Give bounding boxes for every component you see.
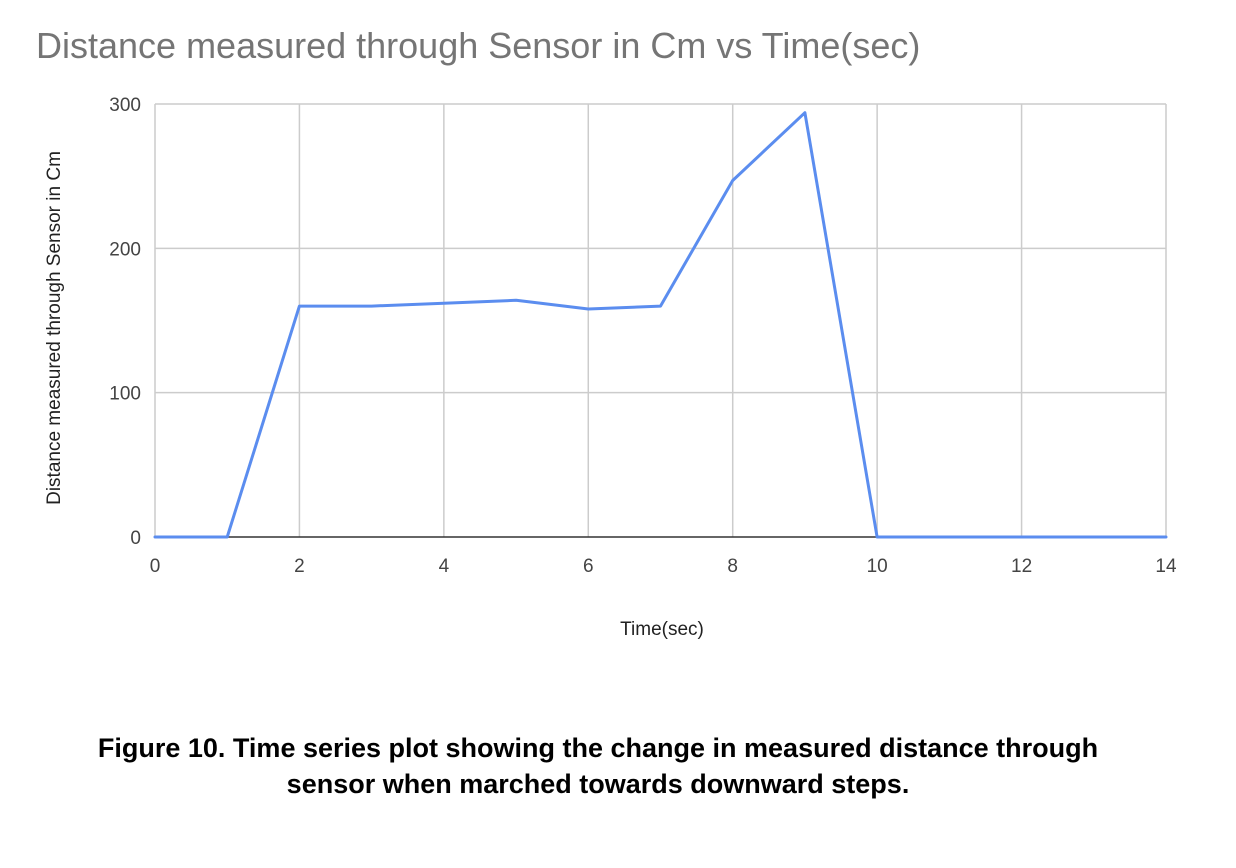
- figure-caption: Figure 10. Time series plot showing the …: [0, 730, 1196, 802]
- y-tick-label: 300: [109, 95, 141, 116]
- y-tick-label: 0: [130, 528, 141, 549]
- series: [153, 111, 1168, 539]
- x-tick-label: 12: [1011, 556, 1032, 577]
- x-tick-label: 8: [727, 556, 738, 577]
- y-axis-label: Distance measured through Sensor in Cm: [44, 151, 65, 505]
- x-tick-label: 14: [1155, 556, 1177, 577]
- grid: [154, 103, 1167, 538]
- x-axis-label: Time(sec): [620, 619, 704, 640]
- y-tick-label: 200: [109, 239, 141, 260]
- caption-line-2: sensor when marched towards downward ste…: [286, 769, 910, 799]
- chart-title: Distance measured through Sensor in Cm v…: [36, 25, 920, 66]
- caption-line-1: Figure 10. Time series plot showing the …: [97, 733, 1099, 763]
- tick-labels: 0 2 4 6 8 10 12 14 0 100 200 300: [109, 95, 1177, 577]
- line-chart: Distance measured through Sensor in Cm v…: [36, 25, 1177, 640]
- x-tick-label: 2: [294, 556, 305, 577]
- x-tick-label: 6: [583, 556, 594, 577]
- x-tick-label: 0: [150, 556, 161, 577]
- series-line: [153, 111, 1168, 539]
- y-tick-label: 100: [109, 384, 141, 405]
- x-tick-label: 10: [867, 556, 888, 577]
- x-tick-label: 4: [439, 556, 450, 577]
